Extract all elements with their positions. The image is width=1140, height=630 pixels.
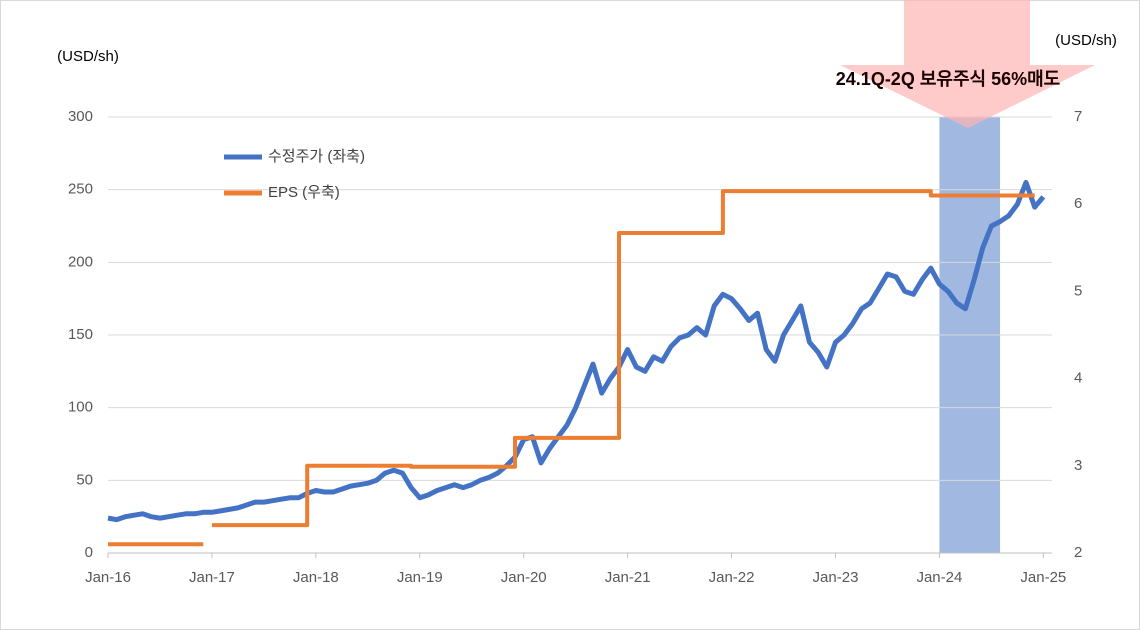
y2-tick-label: 6	[1074, 195, 1082, 212]
y2-tick-label: 7	[1074, 108, 1082, 125]
y-tick-label: 0	[85, 544, 93, 561]
x-tick-label: Jan-24	[916, 569, 962, 586]
series-line	[108, 189, 1035, 547]
y2-tick-label: 4	[1074, 370, 1082, 387]
y-tick-label: 300	[68, 108, 93, 125]
x-tick-label: Jan-18	[293, 569, 339, 586]
annotation-arrow	[840, 0, 1095, 128]
legend-label: EPS (우축)	[268, 184, 340, 201]
y-tick-label: 100	[68, 399, 93, 416]
x-tick-label: Jan-19	[397, 569, 443, 586]
y-tick-label: 200	[68, 253, 93, 270]
y2-tick-label: 5	[1074, 282, 1082, 299]
y2-tick-label: 2	[1074, 544, 1082, 561]
x-tick-label: Jan-21	[605, 569, 651, 586]
x-tick-label: Jan-16	[85, 569, 131, 586]
x-tick-label: Jan-25	[1020, 569, 1066, 586]
legend-label: 수정주가 (좌축)	[268, 148, 365, 165]
y-tick-label: 50	[76, 471, 93, 488]
x-tick-label: Jan-20	[501, 569, 547, 586]
x-tick-label: Jan-22	[709, 569, 755, 586]
y2-axis-label: (USD/sh)	[1055, 32, 1117, 49]
y-axis-label: (USD/sh)	[57, 48, 119, 65]
y-tick-label: 250	[68, 181, 93, 198]
y-tick-label: 150	[68, 326, 93, 343]
x-tick-label: Jan-23	[813, 569, 859, 586]
annotation: 24.1Q-2Q 보유주식 56%매도	[836, 69, 1060, 89]
series-line	[107, 179, 1046, 523]
x-tick-label: Jan-17	[189, 569, 235, 586]
y2-tick-label: 3	[1074, 457, 1082, 474]
